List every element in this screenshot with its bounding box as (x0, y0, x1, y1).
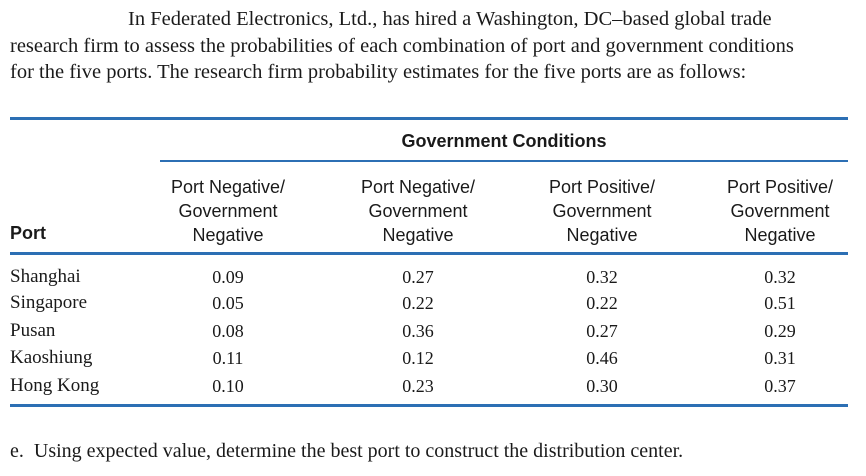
probability-cell: 0.11 (212, 348, 244, 368)
intro-line: In Federated Electronics, Ltd., has hire… (128, 8, 772, 30)
probability-cell: 0.27 (402, 267, 434, 287)
intro-line: research firm to assess the probabilitie… (10, 34, 794, 57)
table-bottom-rule (10, 404, 848, 407)
probability-cell: 0.23 (402, 376, 434, 396)
question-text: Using expected value, determine the best… (33, 440, 684, 462)
probability-cell: 0.22 (402, 293, 434, 313)
intro-paragraph: In Federated Electronics, Ltd., has hire… (10, 6, 860, 86)
header-bottom-rule (10, 252, 848, 255)
probability-cell: 0.10 (212, 376, 244, 396)
column-header-line: Port Negative/ (360, 177, 476, 197)
probability-cell: 0.31 (764, 348, 796, 368)
probability-cell: 0.32 (764, 267, 796, 287)
probability-cell: 0.30 (586, 376, 618, 396)
column-header-line: Port Negative/ (170, 177, 286, 197)
column-header: Port Positive/Government Negative (512, 175, 692, 247)
probability-cell: 0.32 (586, 267, 618, 287)
column-header-line: Negative (566, 225, 638, 245)
probability-cell: 0.12 (402, 348, 434, 368)
probability-cell: 0.29 (764, 321, 796, 341)
probability-cell: 0.09 (212, 267, 244, 287)
column-header-line: Government (368, 201, 468, 221)
port-name: Shanghai (10, 266, 81, 287)
probability-cell: 0.36 (402, 321, 434, 341)
probability-cell: 0.27 (586, 321, 618, 341)
group-header: Government Conditions (401, 131, 607, 151)
port-name: Hong Kong (10, 375, 100, 396)
intro-line: for the five ports. The research firm pr… (10, 61, 747, 83)
column-header-line: Government (178, 201, 278, 221)
column-header-line: Port Positive/ (548, 177, 656, 197)
port-column-header: Port (10, 223, 46, 243)
column-header-line: Government (730, 201, 830, 221)
port-name: Kaoshiung (10, 347, 93, 368)
column-header: Port Negative/Government Negative (328, 175, 508, 247)
column-header: Port Positive/Government Negative (690, 175, 866, 247)
column-header-line: Negative (744, 225, 816, 245)
column-header: Port Negative/Government Negative (138, 175, 318, 247)
probability-cell: 0.05 (212, 293, 244, 313)
port-name: Singapore (10, 292, 88, 313)
probability-cell: 0.08 (212, 321, 244, 341)
probability-cell: 0.37 (764, 376, 796, 396)
group-rule (160, 160, 848, 162)
column-header-line: Port Positive/ (726, 177, 834, 197)
question-e: e. Using expected value, determine the b… (10, 440, 683, 463)
column-header-line: Government (552, 201, 652, 221)
port-name: Pusan (10, 320, 56, 341)
probability-cell: 0.22 (586, 293, 618, 313)
column-header-line: Negative (192, 225, 264, 245)
probability-cell: 0.51 (764, 293, 796, 313)
column-header-line: Negative (382, 225, 454, 245)
table-top-rule (10, 117, 848, 120)
question-label: e. (10, 440, 24, 462)
probability-cell: 0.46 (586, 348, 618, 368)
